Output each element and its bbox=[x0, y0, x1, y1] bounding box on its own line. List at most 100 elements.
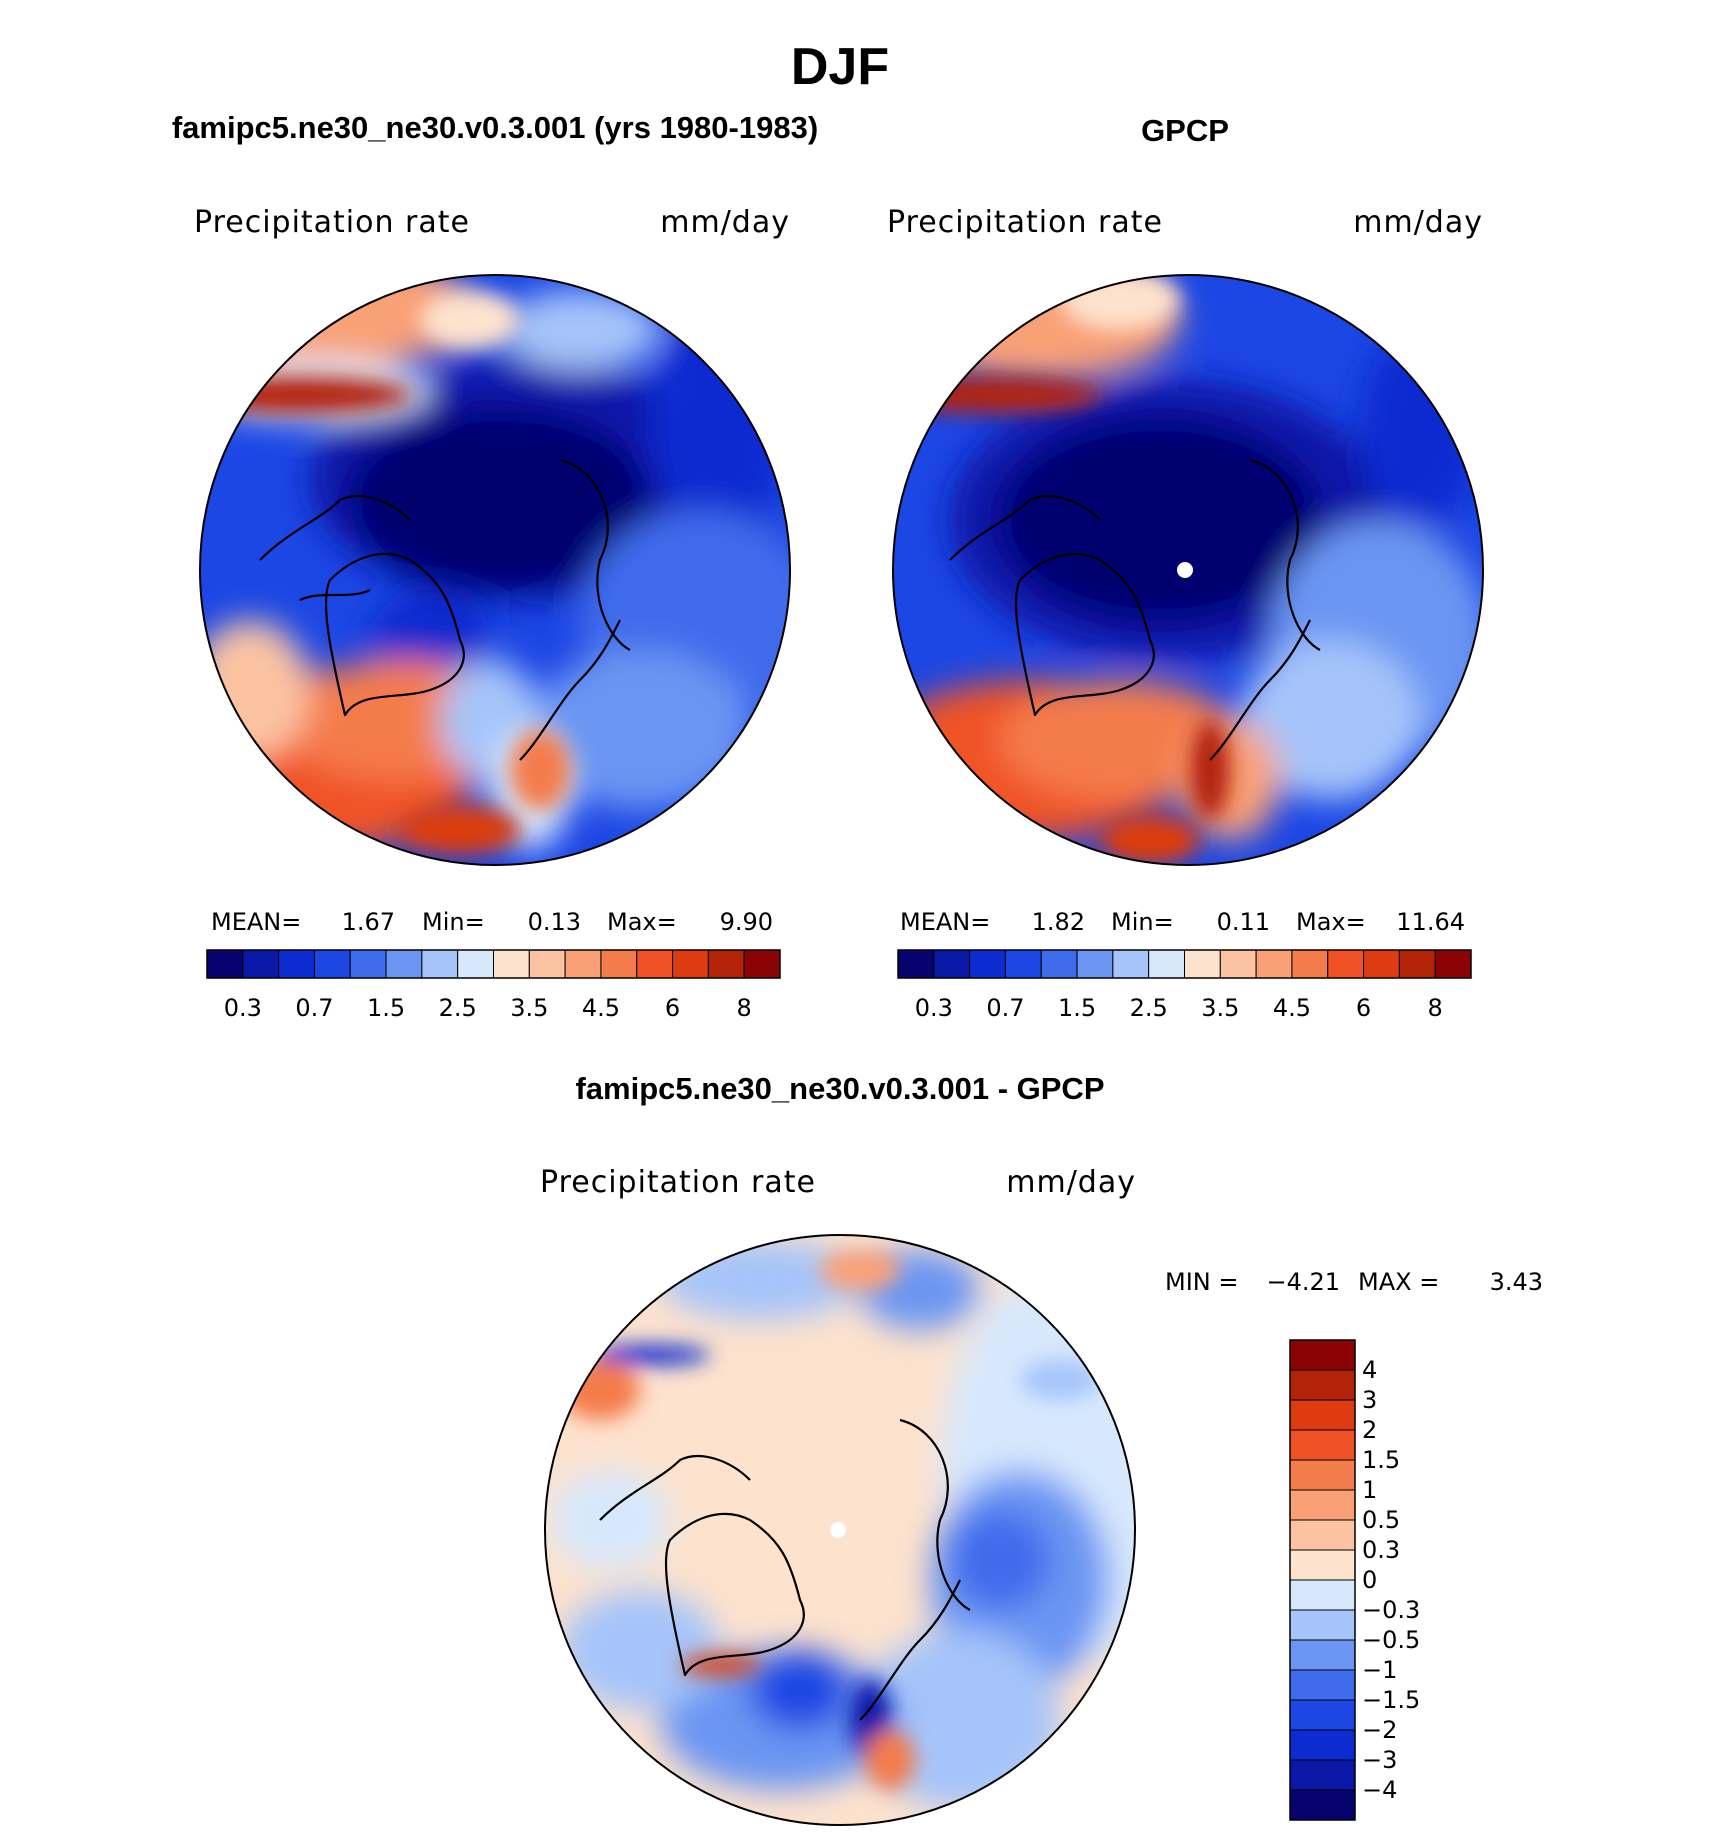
figure-title: DJF bbox=[791, 38, 889, 96]
obs-min-label: Min= bbox=[1111, 908, 1174, 936]
obs-colorbar-tick-label: 6 bbox=[1356, 994, 1371, 1022]
diff-min-label: MIN = bbox=[1165, 1268, 1238, 1296]
diff-max-value: 3.43 bbox=[1490, 1268, 1543, 1296]
model-colorbar-swatch bbox=[564, 949, 602, 979]
model-colorbar-tick-label: 6 bbox=[665, 994, 680, 1022]
obs-colorbar-swatch bbox=[1255, 949, 1293, 979]
model-colorbar-swatch bbox=[636, 949, 674, 979]
model-colorbar-swatch bbox=[672, 949, 709, 979]
diff-colorbar-tick-label: −0.5 bbox=[1362, 1626, 1420, 1654]
diff-colorbar-swatch bbox=[1289, 1729, 1356, 1761]
model-max-value: 9.90 bbox=[720, 908, 773, 936]
diff-colorbar-swatch bbox=[1289, 1699, 1356, 1731]
model-variable-label: Precipitation rate bbox=[194, 205, 470, 240]
diff-colorbar-tick-label: 4 bbox=[1362, 1356, 1377, 1384]
obs-colorbar-swatch bbox=[1112, 949, 1150, 979]
diff-stats: MIN = −4.21 MAX = 3.43 bbox=[1165, 1268, 1543, 1296]
obs-colorbar-tick-label: 4.5 bbox=[1273, 994, 1311, 1022]
diff-colorbar-frame bbox=[1289, 1339, 1356, 1821]
diff-colorbar-swatch bbox=[1289, 1399, 1356, 1431]
model-colorbar-swatch bbox=[421, 949, 459, 979]
obs-colorbar-swatch bbox=[933, 949, 971, 979]
diff-map-border bbox=[544, 1234, 1136, 1826]
diff-colorbar-swatch bbox=[1289, 1549, 1356, 1581]
model-mean-label: MEAN= bbox=[211, 908, 301, 936]
diff-colorbar-tick-label: 0.5 bbox=[1362, 1506, 1400, 1534]
obs-colorbar-tick-label: 8 bbox=[1428, 994, 1443, 1022]
diff-colorbar-tick-label: 1 bbox=[1362, 1476, 1377, 1504]
coastlines bbox=[259, 458, 1321, 1721]
model-colorbar-tick-label: 8 bbox=[737, 994, 752, 1022]
diff-colorbar-tick-label: −2 bbox=[1362, 1716, 1397, 1744]
obs-missing-pole-marker bbox=[1177, 562, 1193, 578]
diff-colorbar-swatch bbox=[1289, 1579, 1356, 1611]
obs-colorbar-swatch bbox=[1184, 949, 1221, 979]
model-colorbar: 0.3 0.7 1.5 2.5 3.5 4.5 6 8 bbox=[206, 949, 781, 1022]
obs-colorbar-swatch bbox=[1040, 949, 1078, 979]
model-stats: MEAN= 1.67 Min= 0.13 Max= 9.90 bbox=[211, 908, 773, 936]
model-polar-map bbox=[200, 275, 790, 865]
model-colorbar-swatch bbox=[707, 949, 745, 979]
model-colorbar-swatch bbox=[493, 949, 530, 979]
diff-colorbar-tick-label: −1 bbox=[1362, 1656, 1397, 1684]
diff-colorbar-swatch bbox=[1289, 1459, 1356, 1491]
diff-colorbar-swatch bbox=[1289, 1429, 1356, 1461]
model-colorbar-tick-label: 0.3 bbox=[224, 994, 262, 1022]
model-coastline-siberia bbox=[559, 458, 631, 651]
obs-colorbar-swatch bbox=[969, 949, 1006, 979]
obs-coastline-greenland bbox=[1014, 552, 1155, 717]
diff-colorbar-swatch bbox=[1289, 1789, 1356, 1821]
obs-stats: MEAN= 1.82 Min= 0.11 Max= 11.64 bbox=[900, 908, 1465, 936]
model-colorbar-swatch bbox=[349, 949, 387, 979]
obs-colorbar: 0.3 0.7 1.5 2.5 3.5 4.5 6 8 bbox=[897, 949, 1472, 1022]
diff-variable-label: Precipitation rate bbox=[540, 1165, 816, 1200]
obs-colorbar-tick-label: 0.3 bbox=[915, 994, 953, 1022]
obs-colorbar-frame bbox=[897, 949, 1472, 979]
diff-colorbar-tick-label: −4 bbox=[1362, 1776, 1397, 1804]
obs-max-value: 11.64 bbox=[1396, 908, 1465, 936]
obs-colorbar-swatch bbox=[1398, 949, 1436, 979]
diff-colorbar-swatch bbox=[1289, 1369, 1356, 1401]
obs-coastline-siberia bbox=[1249, 458, 1321, 651]
model-colorbar-swatch bbox=[457, 949, 494, 979]
diff-max-label: MAX = bbox=[1358, 1268, 1439, 1296]
model-colorbar-swatch bbox=[206, 949, 244, 979]
diff-colorbar-swatch bbox=[1289, 1339, 1356, 1371]
obs-max-label: Max= bbox=[1296, 908, 1366, 936]
model-coastline-scandinavia bbox=[519, 619, 621, 761]
diff-colorbar-tick-label: 3 bbox=[1362, 1386, 1377, 1414]
model-colorbar-swatch bbox=[242, 949, 280, 979]
model-colorbar-tick-label: 2.5 bbox=[439, 994, 477, 1022]
model-colorbar-tick-label: 1.5 bbox=[367, 994, 405, 1022]
obs-colorbar-swatch bbox=[1219, 949, 1257, 979]
obs-colorbar-swatch bbox=[1291, 949, 1329, 979]
diff-colorbar-tick-label: −1.5 bbox=[1362, 1686, 1420, 1714]
model-units-label: mm/day bbox=[660, 205, 790, 240]
obs-map-border bbox=[892, 274, 1484, 866]
obs-min-value: 0.11 bbox=[1217, 908, 1270, 936]
obs-title: GPCP bbox=[1141, 113, 1229, 148]
diff-colorbar-swatch bbox=[1289, 1519, 1356, 1551]
diff-colorbar-swatch bbox=[1289, 1639, 1356, 1671]
model-min-label: Min= bbox=[422, 908, 485, 936]
obs-variable-label: Precipitation rate bbox=[887, 205, 1163, 240]
diff-colorbar-swatch bbox=[1289, 1759, 1356, 1791]
obs-coastline-arctic-archipelago bbox=[949, 495, 1101, 561]
model-coastline-greenland bbox=[324, 552, 465, 717]
diff-coastline-greenland bbox=[664, 1512, 805, 1677]
diff-coastline-scandinavia bbox=[859, 1579, 961, 1721]
diff-coastline-arctic-archipelago bbox=[599, 1455, 751, 1521]
diff-colorbar-tick-label: 0 bbox=[1362, 1566, 1377, 1594]
diff-colorbar-swatch bbox=[1289, 1489, 1356, 1521]
obs-colorbar-swatch bbox=[1434, 949, 1472, 979]
model-colorbar-tick-label: 3.5 bbox=[510, 994, 548, 1022]
obs-colorbar-tick-label: 3.5 bbox=[1201, 994, 1239, 1022]
obs-colorbar-swatch bbox=[1148, 949, 1185, 979]
diff-colorbar-swatch bbox=[1289, 1669, 1356, 1701]
obs-mean-value: 1.82 bbox=[1032, 908, 1085, 936]
model-mean-value: 1.67 bbox=[342, 908, 395, 936]
model-min-value: 0.13 bbox=[528, 908, 581, 936]
model-colorbar-swatch bbox=[385, 949, 423, 979]
model-colorbar-swatch bbox=[600, 949, 638, 979]
